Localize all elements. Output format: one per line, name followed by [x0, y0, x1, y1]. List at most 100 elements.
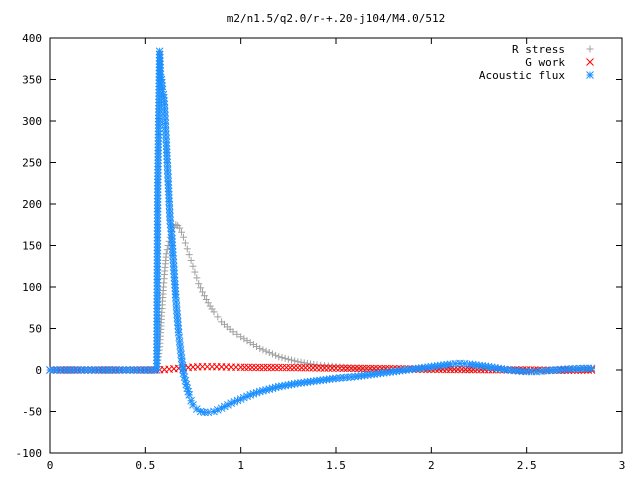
data-point — [366, 364, 375, 373]
data-point — [291, 357, 299, 365]
data-point — [267, 363, 276, 372]
y-tick-label: -100 — [16, 447, 43, 460]
legend-label: R stress — [512, 43, 565, 56]
data-point — [370, 364, 378, 373]
data-point — [332, 364, 340, 373]
data-point — [294, 363, 302, 372]
data-point — [281, 354, 289, 362]
x-tick-label: 0.5 — [135, 459, 155, 472]
y-tick-label: -50 — [22, 406, 42, 419]
data-point — [284, 355, 292, 363]
data-point — [141, 366, 150, 374]
data-point — [187, 256, 195, 264]
data-point — [339, 364, 348, 373]
data-point — [301, 363, 310, 372]
x-tick-label: 1 — [237, 459, 244, 472]
data-point — [278, 363, 287, 372]
data-point — [229, 328, 237, 336]
data-point — [210, 308, 218, 316]
legend-marker — [586, 45, 594, 53]
data-point — [178, 228, 186, 236]
data-point — [180, 373, 189, 381]
data-point — [320, 364, 329, 372]
data-point — [110, 366, 119, 374]
data-point — [189, 262, 197, 270]
data-point — [454, 365, 462, 374]
data-point — [163, 166, 172, 174]
data-point — [197, 284, 205, 292]
data-point — [240, 335, 248, 343]
data-point — [193, 274, 201, 282]
data-point — [272, 351, 280, 359]
chart-title: m2/n1.5/q2.0/r-+.20-j104/M4.0/512 — [227, 12, 446, 25]
data-point — [181, 239, 189, 247]
series-acoustic-flux — [46, 47, 596, 417]
data-point — [173, 318, 182, 326]
data-point — [99, 366, 108, 374]
y-tick-label: 50 — [29, 323, 42, 336]
data-point — [324, 364, 333, 372]
data-point — [185, 251, 193, 259]
data-point — [256, 344, 264, 352]
data-point — [328, 364, 337, 372]
data-point — [305, 363, 314, 372]
y-tick-label: 350 — [22, 74, 42, 87]
data-point — [343, 364, 352, 373]
data-point — [199, 288, 207, 296]
x-tick-label: 2 — [428, 459, 435, 472]
data-point — [275, 353, 283, 361]
chart-marks — [46, 47, 596, 417]
data-point — [249, 341, 257, 349]
x-tick-label: 1.5 — [326, 459, 346, 472]
data-point — [316, 364, 325, 372]
data-point — [185, 391, 194, 399]
data-point — [240, 363, 249, 372]
data-point — [282, 363, 291, 372]
data-point — [200, 292, 208, 300]
data-point — [214, 313, 222, 321]
data-point — [262, 347, 270, 355]
data-point — [76, 366, 85, 374]
data-point — [252, 363, 260, 372]
data-point — [236, 363, 245, 372]
data-point — [122, 366, 131, 374]
data-point — [176, 224, 184, 232]
data-point — [294, 358, 302, 366]
legend-label: Acoustic flux — [479, 69, 565, 82]
y-tick-label: 300 — [22, 115, 42, 128]
data-point — [286, 363, 295, 372]
y-tick-label: 100 — [22, 281, 42, 294]
data-point — [297, 363, 306, 372]
data-point — [248, 363, 256, 372]
data-point — [202, 295, 210, 303]
data-point — [335, 364, 344, 373]
data-point — [259, 363, 268, 372]
legend-marker — [586, 71, 594, 79]
data-point — [191, 268, 199, 276]
data-point — [183, 245, 191, 253]
data-point — [162, 250, 170, 258]
x-tick-label: 2.5 — [517, 459, 537, 472]
legend-marker — [586, 58, 594, 66]
y-tick-label: 400 — [22, 32, 42, 45]
data-point — [181, 376, 190, 385]
data-point — [170, 273, 179, 282]
data-point — [313, 364, 321, 372]
data-point — [162, 131, 170, 139]
axis-ticks: 0 0.5 1 1.5 2 2.5 3 -100 -50 0 50 100 150 200 250 300 35… — [16, 32, 626, 472]
data-point — [259, 346, 267, 354]
data-point — [457, 365, 466, 374]
y-tick-label: 150 — [22, 240, 42, 253]
data-point — [255, 363, 264, 372]
data-point — [246, 339, 254, 347]
data-point — [271, 363, 279, 372]
data-point — [274, 363, 283, 372]
data-point — [278, 354, 286, 362]
x-tick-label: 0 — [47, 459, 54, 472]
data-point — [268, 350, 276, 358]
data-point — [244, 363, 253, 372]
plot-frame — [49, 37, 623, 454]
data-point — [243, 337, 251, 345]
